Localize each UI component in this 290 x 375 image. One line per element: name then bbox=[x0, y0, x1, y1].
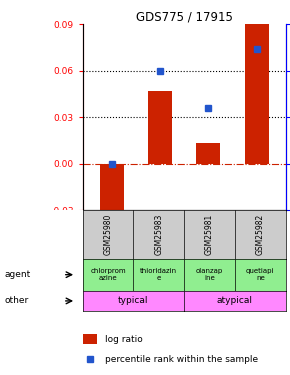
Text: other: other bbox=[4, 296, 28, 305]
Text: thioridazin
e: thioridazin e bbox=[140, 268, 177, 281]
Text: GSM25982: GSM25982 bbox=[256, 214, 265, 255]
Bar bbox=[196, 144, 220, 164]
Text: percentile rank within the sample: percentile rank within the sample bbox=[105, 355, 258, 364]
Text: log ratio: log ratio bbox=[105, 334, 143, 344]
Text: quetiapi
ne: quetiapi ne bbox=[246, 268, 275, 281]
Bar bbox=[99, 164, 124, 218]
Bar bbox=[83, 334, 97, 344]
Text: atypical: atypical bbox=[217, 296, 253, 305]
Text: GSM25981: GSM25981 bbox=[205, 214, 214, 255]
Text: agent: agent bbox=[4, 270, 30, 279]
Text: olanzap
ine: olanzap ine bbox=[196, 268, 223, 281]
Bar bbox=[148, 91, 172, 164]
Text: GSM25980: GSM25980 bbox=[104, 214, 113, 255]
Title: GDS775 / 17915: GDS775 / 17915 bbox=[136, 10, 233, 23]
Bar bbox=[244, 24, 269, 164]
Text: chlorprom
azine: chlorprom azine bbox=[90, 268, 126, 281]
Text: GSM25983: GSM25983 bbox=[154, 214, 163, 255]
Text: typical: typical bbox=[118, 296, 149, 305]
